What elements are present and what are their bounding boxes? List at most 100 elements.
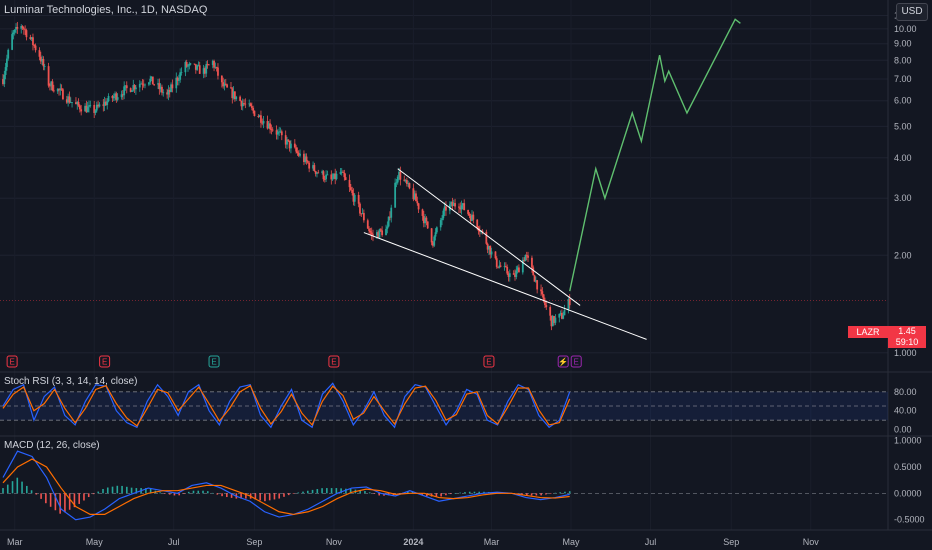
macd-histogram-bar: [121, 485, 123, 494]
candle-body: [2, 79, 4, 85]
candle-body: [567, 298, 570, 310]
candle-body: [426, 221, 429, 229]
candle-body: [472, 214, 475, 220]
candle-body: [361, 212, 364, 214]
candle-body: [280, 131, 283, 136]
candle-body: [253, 110, 256, 117]
candle-body: [235, 96, 238, 100]
candle-body: [85, 105, 88, 113]
candle-body: [62, 89, 64, 100]
candle-body: [51, 81, 54, 91]
macd-histogram-bar: [40, 493, 42, 499]
candle-body: [415, 193, 417, 202]
macd-histogram-bar: [445, 493, 447, 496]
stoch-series-line: [2, 382, 571, 429]
earnings-marker-label: E: [574, 358, 579, 367]
candle-body: [489, 245, 492, 255]
candle-body: [132, 85, 135, 91]
candle-body: [499, 265, 502, 267]
candle-body: [333, 173, 335, 179]
macd-histogram-bar: [368, 492, 371, 494]
candle-body: [111, 95, 114, 99]
candle-body: [441, 218, 443, 221]
macd-histogram-bar: [54, 493, 57, 511]
macd-histogram-bar: [345, 488, 347, 494]
candle-body: [424, 217, 427, 224]
candle-body: [312, 165, 314, 169]
candle-body: [258, 115, 261, 118]
candle-body: [170, 84, 172, 92]
projection-path: [569, 18, 741, 292]
candle-body: [407, 183, 410, 184]
macd-histogram-bar: [192, 490, 195, 494]
candle-body: [157, 83, 159, 85]
macd-histogram-bar: [473, 491, 476, 494]
candle-body: [105, 101, 107, 106]
candle-body: [94, 110, 97, 113]
stoch-tick-label: 0.00: [894, 425, 912, 435]
time-tick-label: Mar: [484, 537, 500, 547]
candle-body: [316, 172, 318, 174]
macd-histogram-bar: [35, 493, 38, 495]
candle-body: [32, 37, 34, 46]
candle-body: [171, 84, 174, 89]
candle-body: [198, 65, 201, 74]
candle-body: [295, 147, 298, 152]
candle-body: [413, 193, 416, 200]
macd-histogram-bar: [545, 493, 547, 495]
candle-body: [271, 129, 274, 131]
candle-body: [107, 95, 110, 102]
candle-body: [562, 315, 565, 319]
candle-body: [204, 68, 206, 74]
candle-body: [544, 300, 546, 306]
candle-body: [433, 236, 436, 246]
candle-body: [405, 180, 408, 184]
candle-body: [435, 227, 438, 233]
candle-body: [340, 171, 343, 173]
time-tick-label: Nov: [803, 537, 820, 547]
macd-histogram-bar: [549, 493, 552, 494]
macd-histogram-bar: [87, 493, 90, 498]
candle-body: [403, 179, 406, 181]
macd-histogram-bar: [130, 487, 133, 494]
candle-body: [490, 251, 493, 255]
candle-body: [568, 298, 571, 306]
candle-body: [267, 123, 270, 129]
candle-body: [97, 104, 100, 107]
macd-histogram-bar: [106, 487, 109, 494]
currency-button[interactable]: USD: [896, 3, 928, 21]
candle-body: [7, 49, 10, 59]
earnings-marker: [99, 355, 111, 368]
candle-body: [360, 213, 363, 215]
candle-body: [184, 62, 187, 73]
candle-body: [188, 63, 191, 66]
candle-body: [532, 267, 535, 276]
earnings-marker: [208, 355, 220, 368]
macd-series-line: [2, 458, 570, 516]
candle-body: [334, 173, 337, 180]
candle-body: [287, 139, 290, 141]
candle-body: [84, 105, 86, 112]
candle-body: [140, 83, 142, 85]
candle-body: [518, 267, 520, 273]
candle-body: [296, 151, 299, 153]
candle-body: [88, 105, 90, 107]
macd-histogram-bar: [202, 490, 204, 494]
earnings-marker: [6, 355, 18, 368]
candle-body: [471, 214, 473, 221]
candle-body: [559, 312, 562, 314]
candle-body: [206, 64, 209, 65]
macd-title: MACD (12, 26, close): [4, 440, 100, 451]
macd-tick-label: 0.0000: [894, 488, 922, 498]
earnings-marker: [328, 355, 340, 368]
candle-body: [75, 102, 77, 105]
macd-tick-label: 1.0000: [894, 436, 922, 446]
candle-body: [24, 29, 27, 31]
candle-body: [512, 273, 515, 275]
macd-histogram-bar: [335, 488, 338, 494]
candle-body: [215, 67, 218, 68]
earnings-marker-label: ⚡: [558, 357, 568, 367]
candle-body: [469, 215, 472, 221]
time-tick-label: May: [86, 537, 104, 547]
